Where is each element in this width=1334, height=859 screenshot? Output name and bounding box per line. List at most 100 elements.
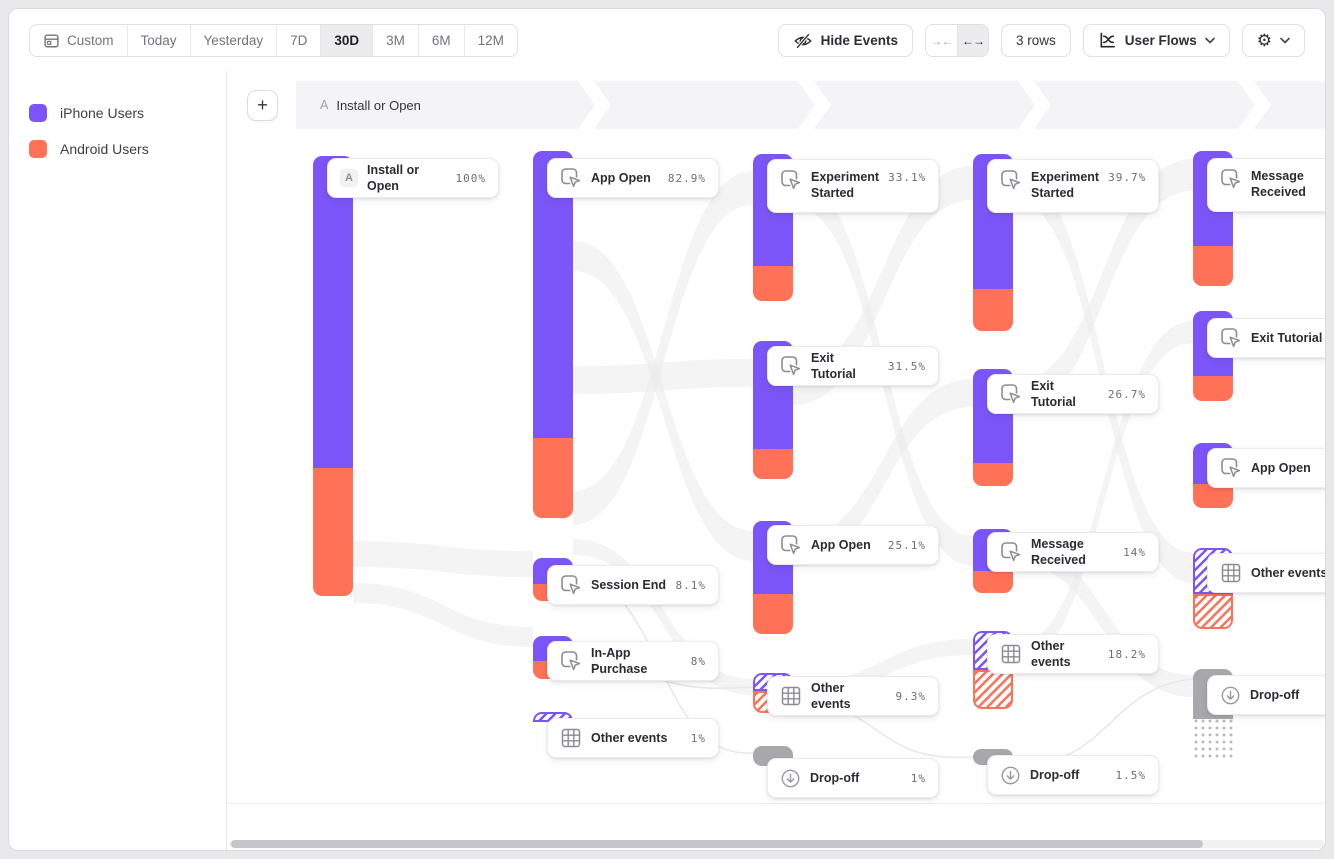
legend-sidebar: iPhone Users Android Users	[9, 71, 227, 850]
event-title: App Open	[591, 170, 651, 185]
event-card-experiment-started[interactable]: Experiment Started 33.1%	[767, 159, 939, 213]
date-range-label: 3M	[386, 33, 405, 48]
event-card-app-open[interactable]: App Open 82.9%	[547, 158, 719, 198]
bar-segment-android[interactable]	[1193, 484, 1233, 508]
flow-step-header[interactable]: A Install or Open	[296, 81, 1325, 129]
letter-badge-icon: A	[340, 169, 358, 187]
bar-segment-iphone[interactable]	[313, 156, 353, 468]
event-card-drop-off[interactable]: Drop-off 1.5%	[987, 755, 1159, 795]
event-card-app-open[interactable]: App Open 25.1%	[767, 525, 939, 565]
event-title: Drop-off	[1250, 687, 1300, 702]
hide-events-button[interactable]: Hide Events	[777, 24, 913, 57]
event-card-other-events[interactable]: Other events 18.2%	[987, 634, 1159, 674]
date-range-30d[interactable]: 30D	[321, 25, 374, 56]
bar-install-or-open[interactable]	[313, 156, 353, 596]
collapse-columns-button[interactable]: →←	[925, 25, 957, 56]
date-range-3m[interactable]: 3M	[373, 25, 419, 56]
settings-button[interactable]: ⚙	[1241, 24, 1305, 57]
event-title: Exit Tutorial	[1031, 378, 1076, 409]
event-title: Exit Tutorial	[1251, 330, 1323, 345]
grid-icon	[560, 727, 582, 749]
event-card-other-events[interactable]: Other events	[1207, 553, 1325, 593]
step-name: Install or Open	[336, 97, 421, 113]
add-step-button[interactable]: +	[247, 90, 278, 121]
event-card-app-open[interactable]: App Open	[1207, 448, 1325, 488]
bar-segment-android[interactable]	[753, 449, 793, 479]
event-percentage: 26.7%	[1107, 387, 1146, 401]
gear-icon: ⚙	[1256, 30, 1272, 51]
date-range-yesterday[interactable]: Yesterday	[191, 25, 278, 56]
event-card-other-events[interactable]: Other events 9.3%	[767, 676, 939, 716]
chevron-down-icon	[1280, 37, 1290, 44]
collapse-arrows-icon: →←	[930, 33, 953, 48]
bar-segment-android[interactable]	[313, 468, 353, 596]
rows-button[interactable]: 3 rows	[1000, 24, 1071, 57]
click-event-icon	[780, 355, 802, 377]
date-range-7d[interactable]: 7D	[277, 25, 322, 56]
event-card-exit-tutorial[interactable]: Exit Tutorial 26.7%	[987, 374, 1159, 414]
click-event-icon	[1220, 168, 1242, 190]
bar-segment-android[interactable]	[973, 463, 1013, 486]
bar-segment-android[interactable]	[1193, 246, 1233, 286]
bar-segment-android[interactable]	[753, 594, 793, 634]
event-title: In-App Purchase	[591, 645, 648, 676]
grid-icon	[1000, 643, 1022, 665]
bar-segment-android[interactable]	[973, 289, 1013, 331]
event-card-experiment-started[interactable]: Experiment Started 39.7%	[987, 159, 1159, 213]
event-card-exit-tutorial[interactable]: Exit Tutorial	[1207, 318, 1325, 358]
bar-segment-android-hatched[interactable]	[973, 670, 1013, 709]
date-range-today[interactable]: Today	[128, 25, 191, 56]
event-title: Message Received	[1031, 536, 1086, 567]
date-range-6m[interactable]: 6M	[419, 25, 465, 56]
event-title: Install or Open	[367, 162, 420, 193]
event-percentage: 18.2%	[1107, 647, 1146, 661]
horizontal-scrollbar-thumb[interactable]	[231, 840, 1203, 848]
event-card-install-or-open[interactable]: A Install or Open 100%	[327, 158, 499, 198]
event-percentage: 82.9%	[667, 171, 706, 185]
event-percentage: 31.5%	[887, 359, 926, 373]
event-percentage: 8.1%	[675, 578, 706, 592]
event-percentage: 1.5%	[1115, 768, 1146, 782]
rows-label: 3 rows	[1015, 33, 1056, 48]
date-range-label: Custom	[67, 33, 114, 48]
bar-exit-tutorial[interactable]	[753, 341, 793, 479]
bar-segment-android[interactable]	[973, 571, 1013, 593]
legend-item-iphone-users[interactable]: iPhone Users	[9, 95, 226, 131]
event-card-message-received[interactable]: Message Received 14%	[987, 532, 1159, 572]
event-card-drop-off[interactable]: Drop-off 1%	[767, 758, 939, 798]
date-range-label: 7D	[290, 33, 308, 48]
expand-arrows-icon: ←→	[961, 33, 985, 48]
event-title: Session End	[591, 577, 667, 592]
event-card-in-app-purchase[interactable]: In-App Purchase 8%	[547, 641, 719, 681]
app-panel: Custom Today Yesterday 7D 30D 3M 6M 12M Hide Ev…	[8, 8, 1326, 851]
bar-segment-android[interactable]	[533, 438, 573, 518]
horizontal-scrollbar[interactable]	[229, 840, 1325, 848]
event-percentage: 39.7%	[1108, 171, 1147, 184]
date-range-12m[interactable]: 12M	[465, 25, 517, 56]
date-range-custom[interactable]: Custom	[30, 25, 128, 56]
bar-segment-iphone[interactable]	[533, 151, 573, 438]
event-card-other-events[interactable]: Other events 1%	[547, 718, 719, 758]
event-title: Other events	[1031, 638, 1071, 669]
click-event-icon	[1000, 169, 1022, 191]
legend-item-android-users[interactable]: Android Users	[9, 131, 226, 167]
expand-columns-button[interactable]: ←→	[956, 25, 988, 56]
flow-step-label: A Install or Open	[320, 81, 421, 129]
bar-segment-android[interactable]	[1193, 376, 1233, 401]
event-percentage: 1%	[690, 731, 706, 745]
calendar-icon	[43, 32, 60, 49]
view-selector-button[interactable]: User Flows	[1082, 24, 1230, 57]
bar-app-open[interactable]	[533, 151, 573, 518]
legend-label: Android Users	[60, 141, 149, 157]
event-card-exit-tutorial[interactable]: Exit Tutorial 31.5%	[767, 346, 939, 386]
date-range-label: 12M	[477, 33, 504, 48]
event-card-message-received[interactable]: Message Received	[1207, 158, 1325, 212]
event-badge: A	[340, 169, 358, 187]
bar-segment-android[interactable]	[753, 266, 793, 301]
event-card-session-end[interactable]: Session End 8.1%	[547, 565, 719, 605]
event-card-drop-off[interactable]: Drop-off	[1207, 675, 1325, 715]
click-event-icon	[780, 534, 802, 556]
event-percentage: 25.1%	[887, 538, 926, 552]
bar-segment-android-hatched[interactable]	[1193, 594, 1233, 629]
event-title: Other events	[591, 730, 668, 745]
